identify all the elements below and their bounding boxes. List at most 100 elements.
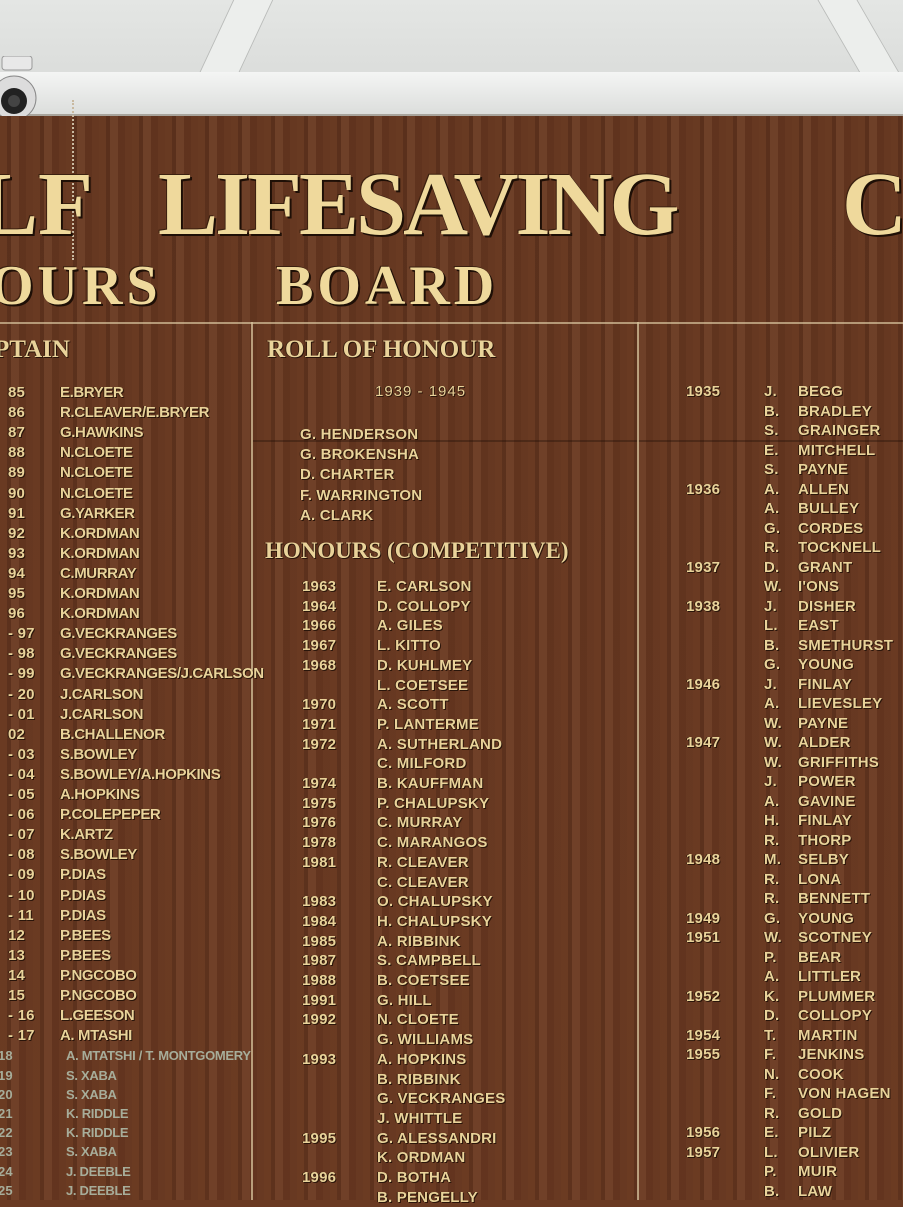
competitive-name: C. CLEAVER <box>377 873 469 891</box>
year: 1956 <box>686 1124 721 1141</box>
year: 1957 <box>686 1143 721 1161</box>
year: - 06 <box>8 806 35 824</box>
initial: P. <box>764 948 777 966</box>
honour-name: G. HENDERSON <box>300 426 419 443</box>
initial: W. <box>764 714 782 732</box>
year: 1970 <box>302 696 337 714</box>
competitive-name: P. LANTERME <box>377 715 479 733</box>
captain-name: P.BEES <box>60 946 111 964</box>
year: 1936 <box>686 480 721 498</box>
roll-of-honour-heading: ROLL OF HONOUR <box>267 336 496 363</box>
surname: COLLOPY <box>798 1007 872 1024</box>
surname: BEAR <box>798 948 842 966</box>
surname: PAYNE <box>798 461 849 478</box>
board-subtitle: BOARD <box>276 255 499 317</box>
year: - 99 <box>8 665 35 683</box>
surname: THORP <box>798 831 852 849</box>
surname: ALLEN <box>798 480 849 498</box>
surname: FINLAY <box>798 675 852 693</box>
divider-horizontal <box>0 322 903 324</box>
competitive-name: B. RIBBINK <box>377 1070 461 1088</box>
captain-name: S. XABA <box>66 1144 117 1160</box>
captain-name: S.BOWLEY <box>60 846 137 864</box>
year: 1935 <box>686 383 721 400</box>
captain-name: N.CLOETE <box>60 484 133 502</box>
captain-name: J.CARLSON <box>60 705 144 723</box>
surname: PAYNE <box>798 714 849 732</box>
initial: R. <box>764 1104 780 1122</box>
year: 1952 <box>686 987 721 1005</box>
initial: W. <box>764 578 782 595</box>
captain-name: B.CHALLENOR <box>60 725 165 743</box>
year: 1948 <box>686 851 721 868</box>
surname: FINLAY <box>798 812 852 829</box>
ceiling-beam <box>196 0 274 78</box>
initial: G. <box>764 656 781 673</box>
year: 15 <box>8 987 26 1004</box>
year: 86 <box>8 404 26 422</box>
year: 20 <box>0 1086 13 1102</box>
initial: N. <box>764 1065 780 1083</box>
surname: LITTLER <box>798 968 862 985</box>
captain-name: P.DIAS <box>60 866 106 884</box>
initial: A. <box>764 792 780 810</box>
captain-name: G.YARKER <box>60 504 135 522</box>
year: - 97 <box>8 625 35 643</box>
honours-board <box>0 116 903 1200</box>
year: 1937 <box>686 558 721 576</box>
captain-name: K.ARTZ <box>60 826 113 844</box>
surname: MUIR <box>798 1163 838 1180</box>
surname: LONA <box>798 870 842 888</box>
competitive-name: N. CLOETE <box>377 1011 459 1029</box>
competitive-name: J. WHITTLE <box>377 1109 463 1127</box>
initial: B. <box>764 636 780 654</box>
competitive-name: A. HOPKINS <box>377 1050 467 1068</box>
captain-name: S. XABA <box>66 1067 117 1083</box>
captain-name: A. MTATSHI / T. MONTGOMERY <box>66 1048 251 1064</box>
panel-seam <box>253 440 903 442</box>
year: 1947 <box>686 734 721 751</box>
year: - 20 <box>8 685 35 703</box>
year: - 10 <box>8 886 35 904</box>
competitive-name: P. CHALUPSKY <box>377 794 490 812</box>
surname: ALDER <box>798 734 851 751</box>
year: 1983 <box>302 893 337 911</box>
competitive-name: G. ALESSANDRI <box>377 1129 497 1147</box>
competitive-heading: HONOURS (COMPETITIVE) <box>265 538 569 563</box>
captain-name: R.CLEAVER/E.BRYER <box>60 404 210 422</box>
initial: R. <box>764 539 780 556</box>
year: 1995 <box>302 1129 337 1147</box>
roll-of-honour-years: 1939 - 1945 <box>375 383 467 400</box>
initial: M. <box>764 851 782 868</box>
year: 94 <box>8 564 26 582</box>
captain-name: P.DIAS <box>60 906 106 924</box>
year: 1984 <box>302 912 337 930</box>
honour-name: G. BROKENSHA <box>300 446 420 464</box>
year: 1954 <box>686 1026 721 1044</box>
surname: LAW <box>798 1182 832 1200</box>
competitive-name: K. ORDMAN <box>377 1149 466 1167</box>
initial: A. <box>764 500 780 517</box>
captain-name: P.DIAS <box>60 886 106 904</box>
competitive-name: G. HILL <box>377 991 432 1009</box>
year: 1955 <box>686 1046 721 1063</box>
year: 21 <box>0 1105 13 1121</box>
competitive-name: C. MILFORD <box>377 755 467 773</box>
surname: PLUMMER <box>798 987 876 1005</box>
initial: L. <box>764 617 778 634</box>
competitive-name: G. WILLIAMS <box>377 1031 474 1049</box>
initial: L. <box>764 1143 778 1161</box>
year: - 09 <box>8 866 35 884</box>
captain-heading: PTAIN <box>0 336 70 363</box>
year: - 98 <box>8 645 35 663</box>
year: 23 <box>0 1144 13 1160</box>
board-title: LIFESAVING <box>158 155 680 254</box>
divider-vertical <box>251 322 253 1200</box>
year: 85 <box>8 384 26 401</box>
year: 1968 <box>302 656 337 674</box>
initial: G. <box>764 519 781 537</box>
year: 1976 <box>302 814 337 832</box>
board-subtitle-fragment: OURS <box>0 255 162 317</box>
competitive-name: A. SUTHERLAND <box>377 735 503 753</box>
competitive-name: D. KUHLMEY <box>377 656 473 674</box>
